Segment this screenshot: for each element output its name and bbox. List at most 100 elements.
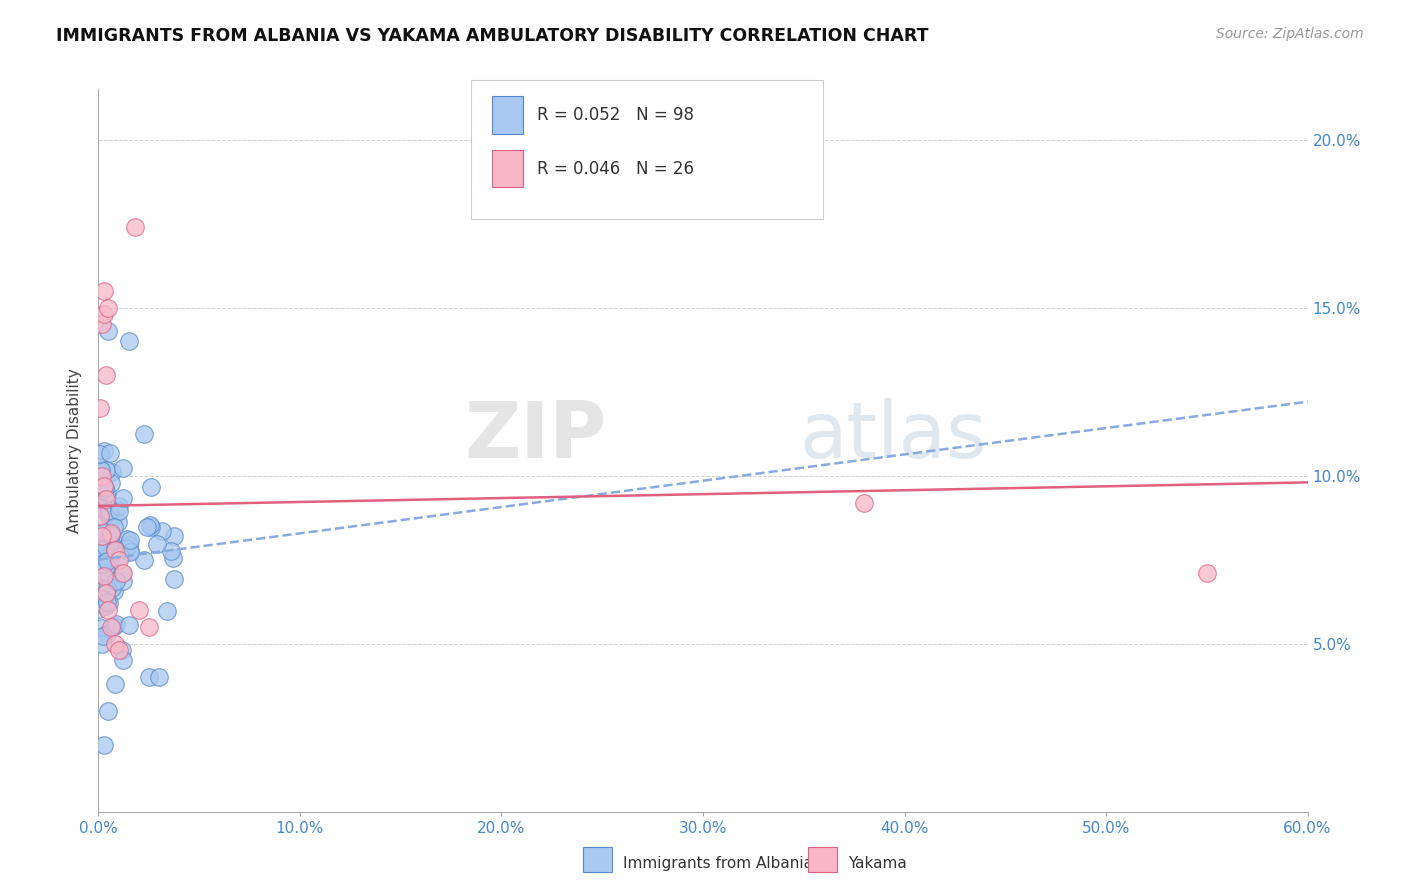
Point	[90, 637, 112, 651]
Point	[100, 525, 122, 540]
Point	[107, 643, 129, 657]
Point	[89, 586, 111, 600]
Point	[104, 574, 127, 588]
Point	[90, 582, 112, 596]
Point	[128, 603, 150, 617]
Text: R = 0.052   N = 98: R = 0.052 N = 98	[537, 106, 695, 124]
Point	[100, 544, 122, 558]
Point	[100, 476, 122, 491]
Point	[117, 532, 139, 546]
Point	[146, 537, 169, 551]
Text: atlas: atlas	[800, 398, 987, 474]
Point	[118, 334, 141, 349]
Point	[103, 511, 125, 525]
Point	[98, 596, 121, 610]
Point	[90, 500, 112, 515]
Point	[111, 566, 134, 580]
Point	[118, 545, 141, 559]
Point	[162, 550, 184, 565]
Point	[108, 499, 131, 513]
Point	[94, 481, 117, 495]
Point	[104, 616, 127, 631]
Point	[103, 637, 125, 651]
Point	[139, 520, 162, 534]
Point	[91, 629, 114, 643]
Point	[94, 599, 117, 613]
Point	[89, 500, 111, 514]
Point	[93, 569, 115, 583]
Point	[91, 529, 114, 543]
Point	[136, 520, 159, 534]
Point	[156, 604, 179, 618]
Point	[120, 533, 142, 548]
Point	[89, 458, 111, 473]
Point	[100, 528, 122, 542]
Point	[93, 284, 115, 298]
Point	[163, 529, 186, 543]
Point	[89, 508, 111, 523]
Point	[111, 642, 134, 657]
Point	[96, 582, 118, 596]
Point	[96, 549, 118, 564]
Point	[96, 368, 118, 382]
Point	[93, 738, 115, 752]
Point	[107, 552, 129, 566]
Point	[118, 618, 141, 632]
Point	[89, 601, 111, 615]
Point	[132, 552, 155, 566]
Point	[89, 447, 111, 461]
Point	[93, 525, 115, 540]
Text: R = 0.046   N = 26: R = 0.046 N = 26	[537, 160, 695, 178]
Point	[103, 677, 125, 691]
Point	[104, 541, 127, 555]
Point	[90, 557, 112, 571]
Point	[98, 504, 121, 518]
Point	[111, 491, 134, 505]
Point	[93, 443, 115, 458]
Point	[89, 401, 111, 416]
Text: Immigrants from Albania: Immigrants from Albania	[623, 856, 813, 871]
Point	[89, 485, 111, 500]
Point	[96, 627, 118, 641]
Y-axis label: Ambulatory Disability: Ambulatory Disability	[67, 368, 83, 533]
Point	[89, 566, 111, 580]
Point	[139, 480, 162, 494]
Point	[90, 462, 112, 476]
Point	[96, 463, 118, 477]
Point	[150, 524, 173, 538]
Point	[97, 566, 120, 580]
Point	[101, 508, 124, 523]
Point	[111, 460, 134, 475]
Point	[160, 543, 183, 558]
Point	[89, 583, 111, 598]
Text: Yakama: Yakama	[848, 856, 907, 871]
Point	[111, 653, 134, 667]
Point	[118, 543, 141, 558]
Point	[97, 527, 120, 541]
Point	[108, 549, 131, 563]
Point	[93, 307, 115, 321]
Point	[103, 520, 125, 534]
Point	[134, 426, 156, 441]
Point	[90, 530, 112, 544]
Point	[103, 584, 125, 599]
Point	[163, 572, 186, 586]
Point	[96, 586, 118, 600]
Point	[118, 538, 141, 552]
Point	[105, 546, 128, 560]
Point	[90, 586, 112, 600]
Point	[91, 543, 114, 558]
Point	[93, 546, 115, 560]
Point	[101, 546, 124, 560]
Point	[97, 704, 120, 718]
Point	[111, 566, 134, 581]
Text: Source: ZipAtlas.com: Source: ZipAtlas.com	[1216, 27, 1364, 41]
Point	[107, 504, 129, 518]
Point	[96, 505, 118, 519]
Point	[98, 446, 121, 460]
Point	[103, 531, 125, 545]
Point	[139, 518, 162, 533]
Point	[96, 524, 118, 538]
Point	[91, 468, 114, 483]
Point	[97, 324, 120, 338]
